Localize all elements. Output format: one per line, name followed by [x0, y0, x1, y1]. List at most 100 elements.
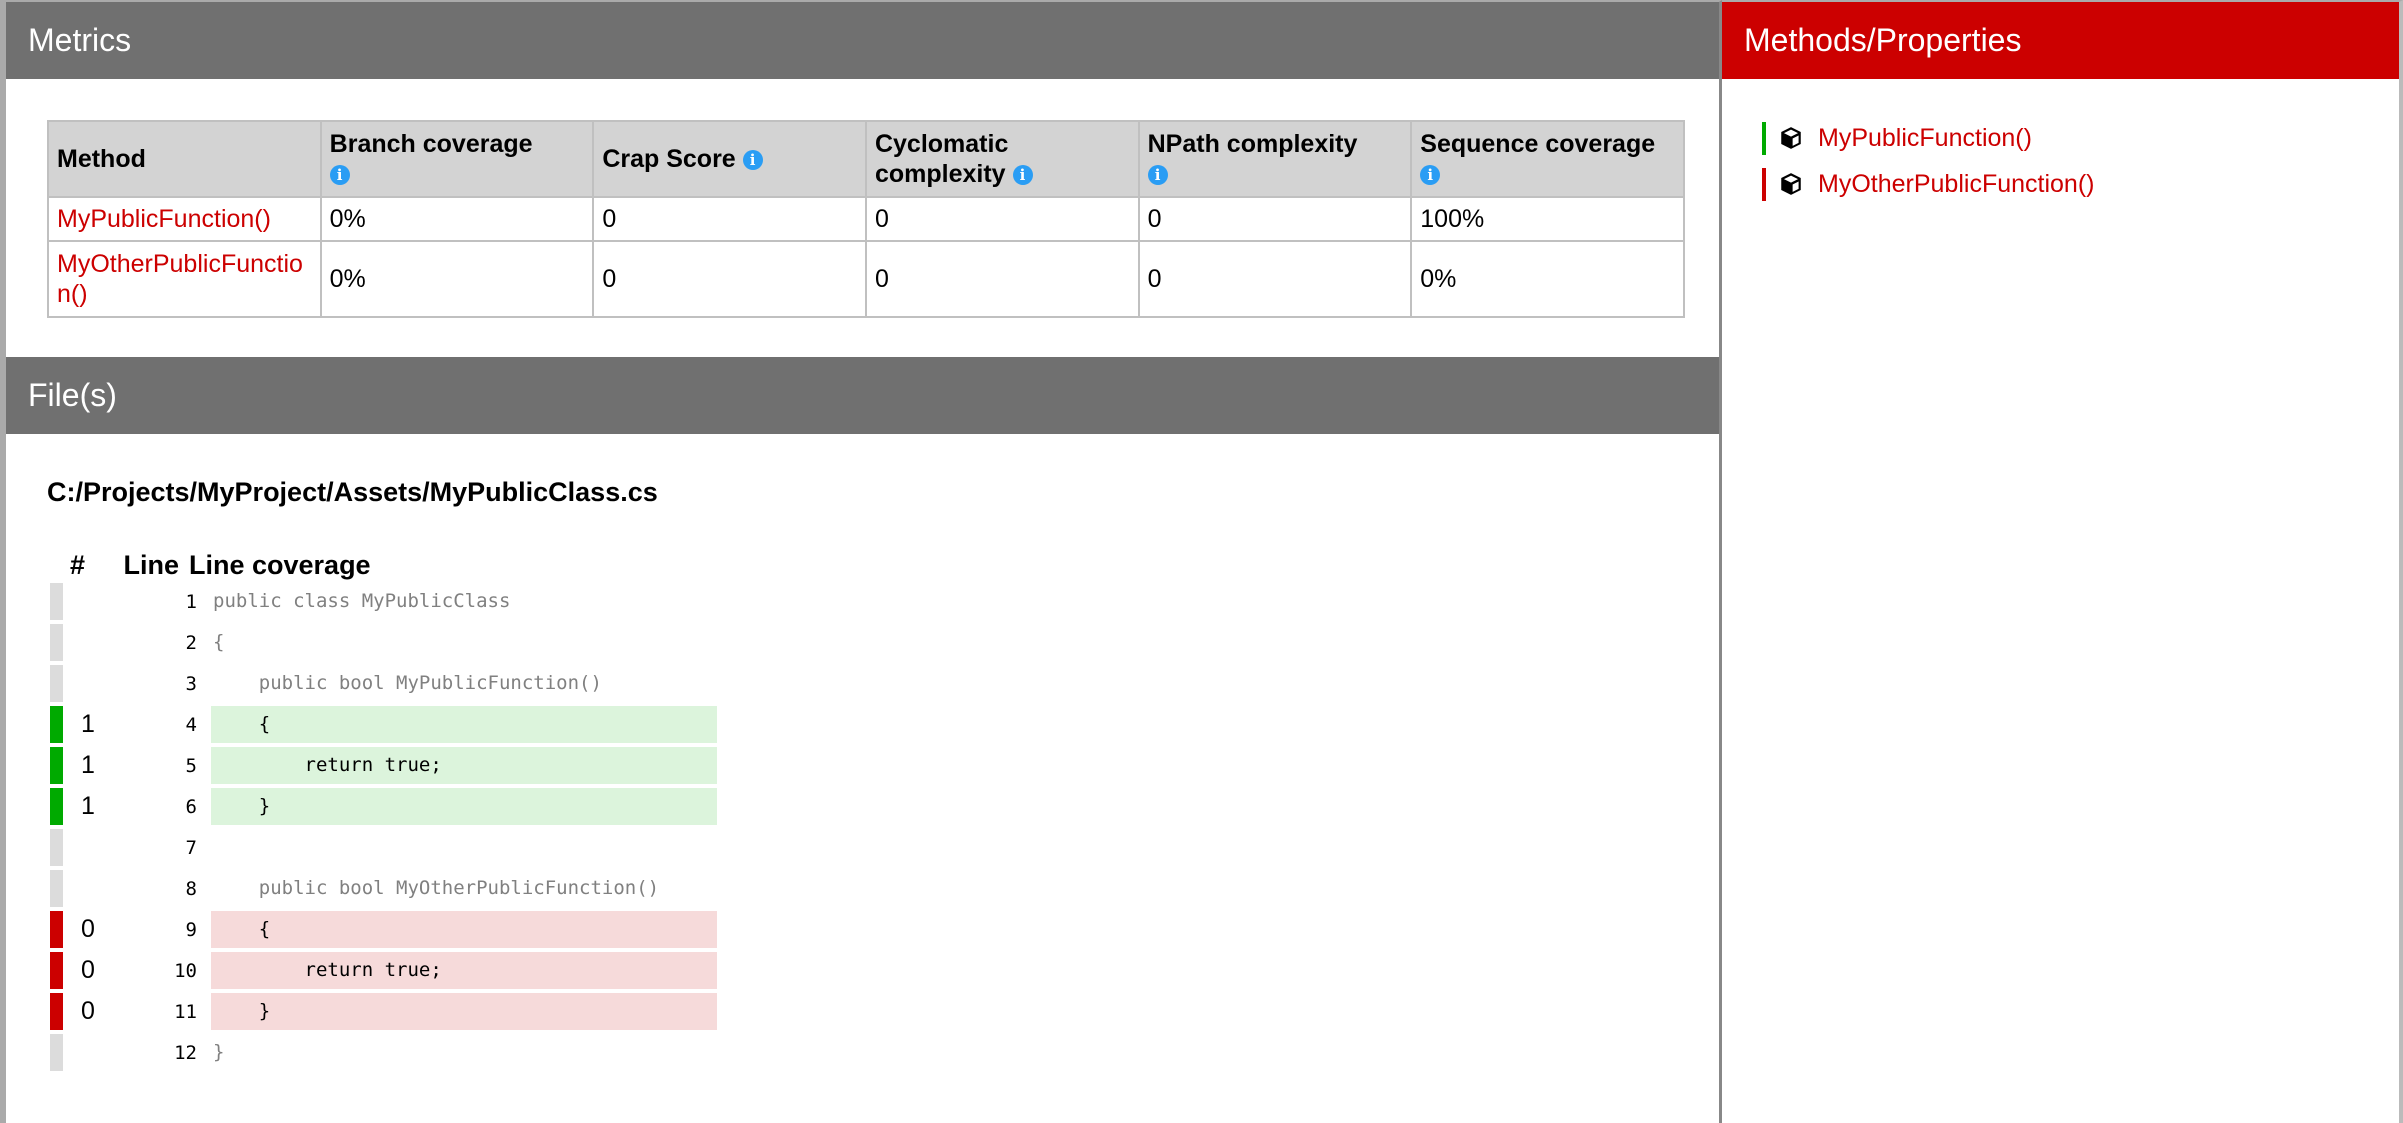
code-line: 0 10 return true;: [50, 952, 717, 989]
hit-count: 1: [81, 751, 95, 779]
source-code: }: [211, 788, 717, 825]
cube-icon: [1781, 127, 1801, 149]
code-line: 1 6 }: [50, 788, 717, 825]
cell: 0: [1137, 196, 1413, 242]
method-link[interactable]: MyOtherPublicFunction(): [57, 250, 303, 308]
code-line: 2{: [50, 624, 717, 661]
methods-list: MyPublicFunction() MyOtherPublicFunction(…: [1762, 120, 2094, 212]
cell: 0: [592, 196, 867, 242]
cell: 0%: [319, 196, 595, 242]
cell: 0%: [319, 240, 595, 318]
code-line: 7: [50, 829, 717, 866]
code-line: 0 9 {: [50, 911, 717, 948]
code-line: 12}: [50, 1034, 717, 1071]
source-code: {: [213, 631, 225, 653]
code-coverage-table: # Line Line coverage 1 public class MyPub…: [50, 547, 717, 1075]
coverage-marker: [50, 870, 63, 907]
cell: 100%: [1410, 196, 1685, 242]
methods-sidebar: Methods/Properties MyPublicFunction() MyO…: [1722, 0, 2403, 1123]
main-panel: Metrics Method Branch coverage i Crap Sco…: [0, 0, 1722, 1123]
line-number: 4: [185, 713, 197, 736]
coverage-marker: [50, 911, 63, 948]
table-row: MyPublicFunction() 0% 0 0 0 100%: [47, 196, 1685, 242]
cube-icon: [1781, 173, 1801, 195]
hit-count: 0: [81, 997, 95, 1025]
code-line: 3 public bool MyPublicFunction(): [50, 665, 717, 702]
source-code: [211, 829, 717, 866]
line-number: 7: [185, 836, 197, 859]
files-header: File(s): [6, 357, 1719, 434]
methods-header: Methods/Properties: [1722, 2, 2399, 79]
line-number: 5: [185, 754, 197, 777]
line-number: 12: [174, 1041, 197, 1064]
coverage-marker: [50, 952, 63, 989]
source-code: {: [211, 911, 717, 948]
coverage-marker: [50, 993, 63, 1030]
coverage-marker: [50, 1034, 63, 1071]
source-code: return true;: [211, 952, 717, 989]
source-code: public bool MyOtherPublicFunction(): [213, 877, 660, 899]
metrics-table: Method Branch coverage i Crap Score i Cyc…: [47, 120, 1685, 318]
line-number: 10: [174, 959, 197, 982]
method-link[interactable]: MyPublicFunction(): [1818, 123, 2032, 152]
method-item[interactable]: MyPublicFunction(): [1762, 120, 2094, 156]
source-code: {: [211, 706, 717, 743]
cell: 0: [1137, 240, 1413, 318]
coverage-marker: [50, 829, 63, 866]
source-code: public class MyPublicClass: [213, 590, 511, 612]
coverage-marker: [50, 624, 63, 661]
info-icon[interactable]: i: [1012, 165, 1033, 185]
line-number: 2: [185, 631, 197, 654]
coverage-marker: [50, 583, 63, 620]
line-number: 8: [185, 877, 197, 900]
file-path: C:/Projects/MyProject/Assets/MyPublicCla…: [47, 477, 658, 507]
coverage-marker: [1762, 121, 1766, 155]
cell: 0: [864, 196, 1140, 242]
line-coverage-header: Line coverage: [189, 549, 371, 580]
hits-header: #: [70, 549, 86, 580]
table-row: MyOtherPublicFunction() 0% 0 0 0 0%: [47, 240, 1685, 318]
col-cyclomatic: Cyclomatic complexity i: [864, 120, 1140, 198]
coverage-marker: [1762, 167, 1766, 201]
coverage-marker: [50, 788, 63, 825]
hit-count: 1: [81, 710, 95, 738]
col-npath: NPath complexity i: [1137, 120, 1413, 198]
line-number: 11: [174, 1000, 197, 1023]
hit-count: 1: [81, 792, 95, 820]
hit-count: 0: [81, 956, 95, 984]
code-line: 0 11 }: [50, 993, 717, 1030]
info-icon[interactable]: i: [742, 150, 763, 170]
info-icon[interactable]: i: [1147, 165, 1168, 185]
cell: 0: [864, 240, 1140, 318]
coverage-marker: [50, 706, 63, 743]
col-crap-score: Crap Score i: [592, 120, 867, 198]
info-icon[interactable]: i: [329, 165, 350, 185]
code-line: 1 4 {: [50, 706, 717, 743]
line-number: 6: [185, 795, 197, 818]
line-number: 9: [185, 918, 197, 941]
method-item[interactable]: MyOtherPublicFunction(): [1762, 166, 2094, 202]
line-number: 3: [185, 672, 197, 695]
coverage-marker: [50, 665, 63, 702]
code-line: 1 5 return true;: [50, 747, 717, 784]
source-code: public bool MyPublicFunction(): [213, 672, 602, 694]
cell: 0%: [1410, 240, 1685, 318]
method-link[interactable]: MyPublicFunction(): [57, 204, 271, 233]
code-line: 8 public bool MyOtherPublicFunction(): [50, 870, 717, 907]
info-icon[interactable]: i: [1420, 165, 1441, 185]
source-code: return true;: [211, 747, 717, 784]
hit-count: 0: [81, 915, 95, 943]
method-link[interactable]: MyOtherPublicFunction(): [1818, 169, 2095, 198]
line-header: Line: [123, 549, 179, 580]
col-sequence-coverage: Sequence coverage i: [1410, 120, 1685, 198]
line-number: 1: [185, 590, 197, 613]
code-line: 1 public class MyPublicClass: [50, 583, 717, 620]
col-branch-coverage: Branch coverage i: [319, 120, 595, 198]
cell: 0: [592, 240, 867, 318]
source-code: }: [213, 1041, 225, 1063]
metrics-header: Metrics: [6, 2, 1719, 79]
source-code: }: [211, 993, 717, 1030]
coverage-marker: [50, 747, 63, 784]
col-method: Method: [47, 120, 322, 198]
files-section: File(s) C:/Projects/MyProject/Assets/MyP…: [6, 357, 1719, 1071]
